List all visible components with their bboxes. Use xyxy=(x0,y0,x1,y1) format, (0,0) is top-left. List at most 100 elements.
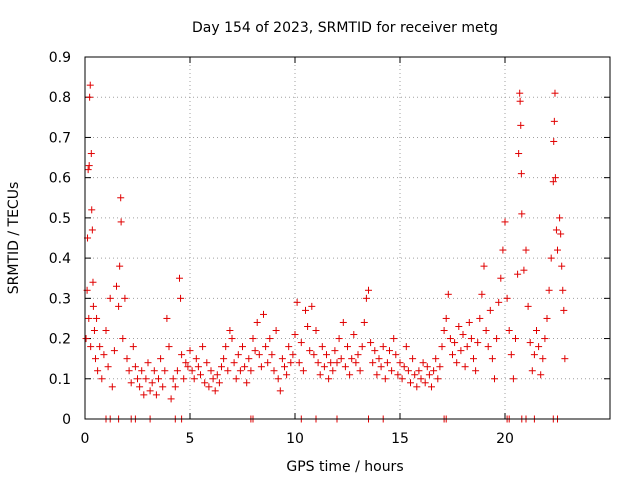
data-point xyxy=(316,371,324,379)
data-point xyxy=(310,351,318,359)
data-point xyxy=(467,335,475,343)
data-point xyxy=(505,327,513,335)
data-point xyxy=(302,306,309,314)
data-point xyxy=(230,359,238,367)
data-point xyxy=(552,226,560,234)
data-point xyxy=(308,302,316,310)
data-point xyxy=(547,254,555,262)
data-point xyxy=(392,351,400,359)
data-point xyxy=(449,351,456,359)
data-point xyxy=(550,137,558,145)
data-point xyxy=(557,230,565,238)
data-point xyxy=(255,351,263,359)
data-point xyxy=(113,282,120,290)
data-point xyxy=(457,347,465,355)
data-point xyxy=(140,391,148,399)
data-point xyxy=(394,371,402,379)
data-point xyxy=(514,270,522,278)
data-point xyxy=(499,246,507,254)
data-point xyxy=(314,359,322,367)
y-tick-label: 0.3 xyxy=(49,291,71,307)
data-point xyxy=(173,367,181,375)
data-point xyxy=(396,359,404,367)
data-point xyxy=(186,347,194,355)
data-point xyxy=(493,335,501,343)
data-point xyxy=(281,363,288,371)
data-point xyxy=(509,375,517,383)
data-point xyxy=(476,314,484,322)
data-point xyxy=(507,351,515,359)
data-point xyxy=(127,379,135,387)
data-point xyxy=(537,371,545,379)
data-point xyxy=(543,314,551,322)
data-point xyxy=(165,343,173,351)
grid-layer xyxy=(85,57,610,419)
data-point xyxy=(108,383,116,391)
data-point xyxy=(539,355,547,363)
data-point xyxy=(253,318,261,326)
data-point xyxy=(517,121,525,129)
data-point xyxy=(354,351,362,359)
data-point xyxy=(472,367,480,375)
data-point xyxy=(201,379,209,387)
data-point xyxy=(488,355,496,363)
data-point xyxy=(556,214,564,222)
data-point xyxy=(465,318,473,326)
x-tick-label: 20 xyxy=(496,431,514,447)
data-point xyxy=(260,310,267,318)
data-point xyxy=(478,290,486,298)
data-point xyxy=(270,367,278,375)
data-point xyxy=(444,290,452,298)
data-point xyxy=(102,327,110,335)
data-point xyxy=(369,359,377,367)
data-point xyxy=(381,375,389,383)
data-point xyxy=(119,335,127,343)
data-point xyxy=(517,170,525,178)
y-tick-label: 0.8 xyxy=(49,90,71,106)
data-point xyxy=(455,322,463,330)
data-point xyxy=(360,318,368,326)
data-point xyxy=(550,117,558,125)
data-point xyxy=(335,335,343,343)
data-point xyxy=(486,306,494,314)
data-point xyxy=(177,294,185,302)
data-point xyxy=(106,294,114,302)
data-point xyxy=(207,367,215,375)
data-point xyxy=(419,359,427,367)
data-point xyxy=(432,355,440,363)
data-point xyxy=(323,351,330,359)
data-point xyxy=(535,343,543,351)
data-point xyxy=(146,387,154,395)
data-point xyxy=(520,266,528,274)
data-point xyxy=(522,246,530,254)
y-tick-label: 0.5 xyxy=(49,211,71,227)
data-point xyxy=(551,174,559,182)
data-point xyxy=(226,327,234,335)
data-point xyxy=(285,343,293,351)
data-point xyxy=(199,343,207,351)
y-tick-label: 0.2 xyxy=(49,332,71,348)
data-point xyxy=(348,355,356,363)
data-point xyxy=(136,383,144,391)
data-point xyxy=(371,347,379,355)
data-point xyxy=(167,395,175,403)
data-point xyxy=(409,355,417,363)
data-point xyxy=(190,375,198,383)
data-point xyxy=(232,375,240,383)
x-axis: 0 5 10 15 20 xyxy=(81,57,514,447)
data-point xyxy=(304,322,312,330)
data-point xyxy=(94,367,102,375)
data-point xyxy=(194,363,202,371)
data-point xyxy=(287,359,295,367)
data-point xyxy=(268,351,276,359)
data-point xyxy=(518,210,526,218)
data-point xyxy=(142,375,150,383)
data-point xyxy=(463,343,471,351)
data-point xyxy=(497,274,505,282)
data-point xyxy=(180,375,188,383)
data-point xyxy=(188,367,196,375)
data-point xyxy=(344,343,351,351)
data-point xyxy=(390,335,398,343)
data-point xyxy=(480,262,488,270)
data-point xyxy=(90,327,98,335)
